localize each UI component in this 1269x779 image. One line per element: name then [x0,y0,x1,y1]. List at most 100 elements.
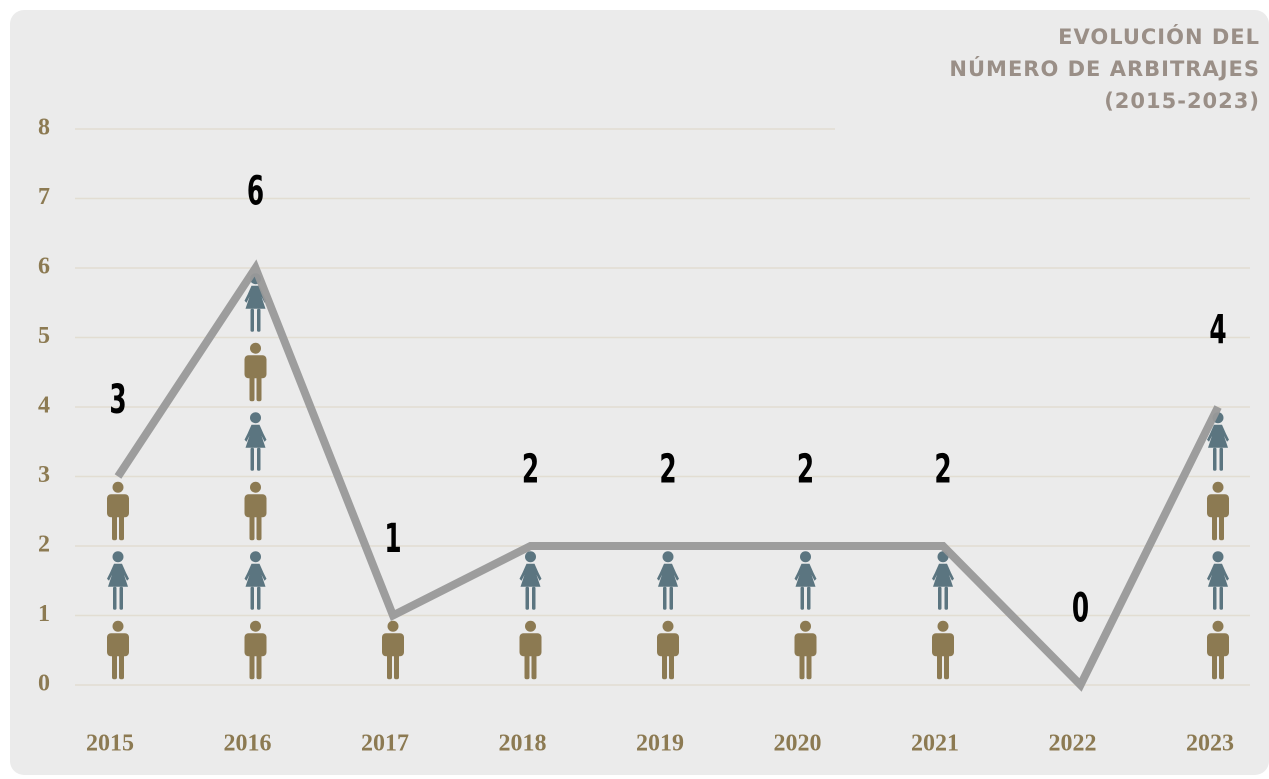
woman-icon [244,412,267,471]
chart-title: (2015-2023) [1104,89,1260,113]
value-label: 4 [1209,306,1226,353]
icon-body [1207,633,1229,657]
icon-leg [937,653,942,680]
y-tick-label: 8 [38,115,50,141]
value-label: 2 [659,445,676,492]
icon-dress [794,563,817,587]
man-icon [244,342,267,402]
chart-title: EVOLUCIÓN DEL [1058,24,1260,49]
x-tick-label: 2019 [636,731,684,757]
icon-leg [257,586,261,610]
icon-leg [249,375,255,402]
icon-head [1212,620,1224,632]
x-tick-label: 2017 [361,731,409,757]
icon-head [662,551,674,563]
icon-head [250,412,261,424]
icon-head [937,620,949,632]
icon-leg [256,375,262,402]
x-tick-label: 2022 [1049,731,1097,757]
woman-icon [1207,551,1229,610]
icon-leg [112,653,117,680]
x-tick-label: 2015 [86,731,134,757]
line [114,259,1222,692]
icon-leg [1219,653,1224,680]
chart-title: NÚMERO DE ARBITRAJES [949,56,1260,81]
icon-head [387,620,399,632]
icon-leg [1212,653,1217,680]
man-icon [932,620,954,680]
icon-dress [932,563,954,587]
value-label: 0 [1072,584,1089,631]
icon-leg [119,653,124,680]
icon-leg [807,586,811,610]
icon-leg [250,586,254,610]
icon-leg [944,586,948,610]
icon-leg [250,308,254,332]
icon-leg [944,653,949,680]
icon-head [525,620,536,632]
icon-head [250,342,261,354]
icon-leg [119,514,124,541]
icon-body [244,633,267,657]
icon-leg [806,653,812,680]
icon-leg [112,514,117,541]
y-tick-label: 7 [38,184,50,210]
icon-leg [250,447,254,471]
y-tick-label: 0 [38,671,50,697]
value-label: 2 [934,445,951,492]
x-tick-label: 2023 [1186,731,1234,757]
icon-head [250,551,261,563]
value-label: 6 [247,167,264,214]
icon-leg [938,586,942,610]
icon-leg [532,586,536,610]
icon-head [1212,551,1224,563]
x-tick-label: 2021 [911,731,959,757]
icon-body [657,633,679,657]
icon-head [525,551,536,563]
y-tick-label: 3 [38,462,50,488]
x-tick-label: 2020 [774,731,822,757]
woman-icon [657,551,679,610]
icon-leg [669,586,673,610]
icon-body [382,633,404,657]
icon-leg [249,514,255,541]
icon-leg [394,653,399,680]
icon-leg [257,447,261,471]
icon-dress [244,424,267,448]
icon-leg [119,586,123,610]
icon-head [800,620,811,632]
icon-dress [244,563,267,587]
value-label: 2 [522,445,539,492]
icon-leg [663,586,667,610]
y-tick-label: 2 [38,532,50,558]
icon-dress [519,563,542,587]
icon-body [1207,494,1229,518]
icon-leg [799,653,805,680]
icon-head [250,620,261,632]
icon-leg [531,653,537,680]
icon-leg [256,653,262,680]
icon-leg [113,586,117,610]
icon-head [112,620,124,632]
man-icon [1207,481,1229,541]
woman-icon [244,551,267,610]
icon-leg [1219,586,1223,610]
icon-head [250,481,261,493]
x-tick-label: 2018 [499,731,547,757]
value-label: 1 [384,515,401,562]
y-tick-label: 1 [38,601,50,627]
icon-leg [524,653,530,680]
woman-icon [107,551,129,610]
icon-body [519,633,542,657]
value-label: 3 [109,376,126,423]
icon-dress [657,563,679,587]
man-icon [107,620,129,680]
woman-icon [519,551,542,610]
icon-head [1212,481,1224,493]
icon-dress [1207,424,1229,448]
icon-body [244,355,267,379]
icon-leg [1212,514,1217,541]
icon-leg [1213,586,1217,610]
icon-dress [1207,563,1229,587]
man-icon [107,481,129,541]
